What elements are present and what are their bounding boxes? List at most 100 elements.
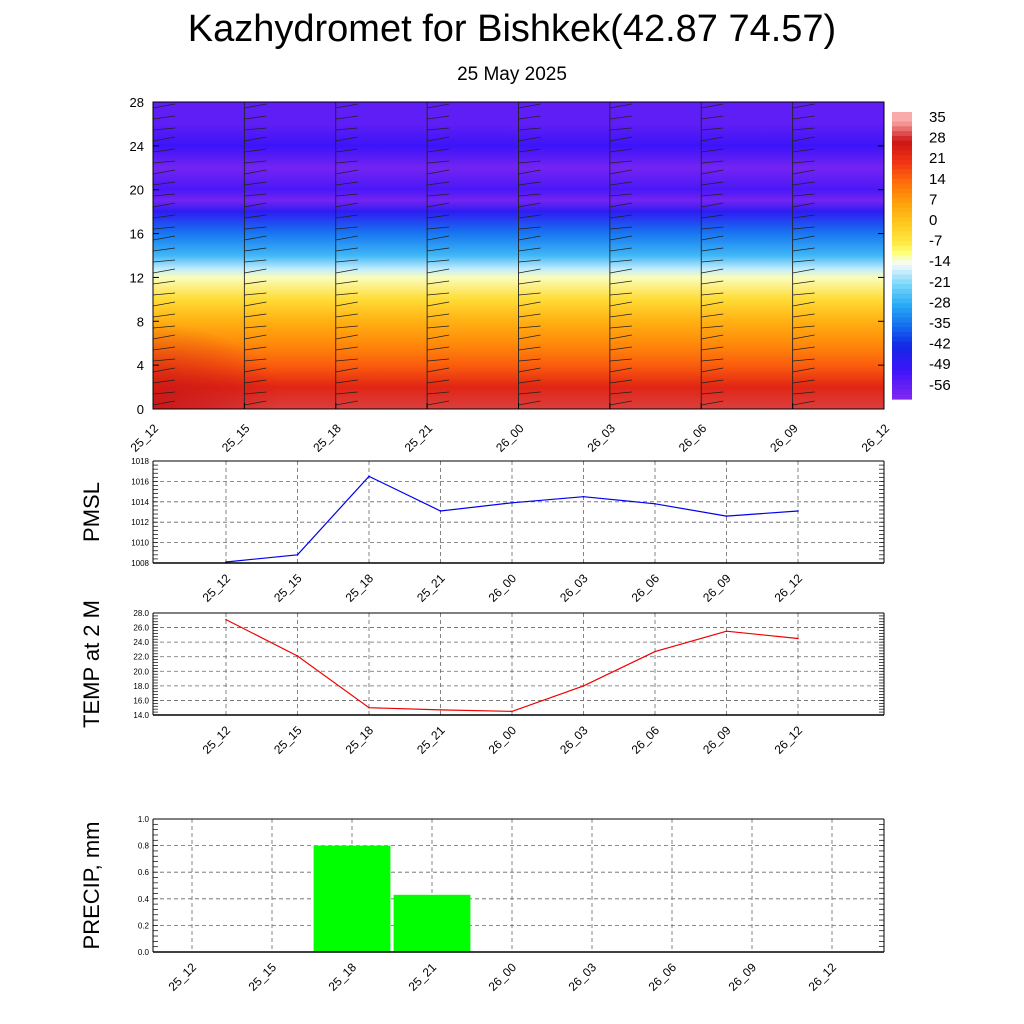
barb-flag xyxy=(153,169,176,175)
data-point xyxy=(511,710,513,713)
x-tick-label: 25_21 xyxy=(414,571,448,605)
colorbar-label: 0 xyxy=(929,212,937,229)
barb-flag xyxy=(701,148,724,153)
data-point xyxy=(439,510,442,512)
barb-flag xyxy=(701,181,724,186)
barb-flag xyxy=(153,268,176,274)
barb-flag xyxy=(153,235,176,241)
barb-flag xyxy=(792,400,815,406)
colorbar-swatch xyxy=(892,245,912,252)
barb-flag xyxy=(427,235,450,241)
barb-flag xyxy=(609,325,632,329)
barb-flag xyxy=(792,292,815,296)
barb-flag xyxy=(335,202,358,208)
x-tick-label: 26_00 xyxy=(486,960,520,994)
barb-flag xyxy=(792,301,815,307)
colorbar-swatch xyxy=(892,112,912,118)
x-tick-label: 26_09 xyxy=(700,571,734,605)
barb-flag xyxy=(244,103,267,109)
barb-flag xyxy=(244,313,267,318)
x-tick-label: 26_00 xyxy=(486,571,520,605)
barb-flag xyxy=(335,103,358,109)
x-tick-label: 25_12 xyxy=(200,723,234,757)
barb-flag xyxy=(335,268,358,274)
barb-flag xyxy=(518,391,541,395)
barb-flag xyxy=(701,292,724,296)
barb-flag xyxy=(609,160,632,164)
barb-flag xyxy=(518,169,541,175)
y-tick-label: 16.0 xyxy=(133,696,149,705)
y-tick-label: 1.0 xyxy=(138,815,150,824)
colorbar-swatch xyxy=(892,375,912,381)
barb-flag xyxy=(244,202,267,208)
barb-flag xyxy=(518,346,541,351)
barb-flag xyxy=(427,400,450,406)
y-tick-label: 24 xyxy=(130,139,144,154)
colorbar-swatch xyxy=(892,250,912,257)
x-tick-label: 25_12 xyxy=(128,421,162,455)
barb-flag xyxy=(792,313,815,318)
x-tick-label: 25_15 xyxy=(219,421,253,455)
barb-flag xyxy=(335,292,358,296)
y-tick-label: 20.0 xyxy=(133,667,149,676)
colorbar-swatch xyxy=(892,193,912,199)
x-tick-label: 26_12 xyxy=(772,571,806,605)
barb-flag xyxy=(518,259,541,263)
barb-flag xyxy=(244,346,267,351)
colorbar-swatch xyxy=(892,217,912,223)
barb-flag xyxy=(153,325,176,329)
colorbar-swatch xyxy=(892,202,912,209)
y-tick-label: 28 xyxy=(130,95,144,110)
barb-flag xyxy=(792,379,815,384)
colorbar-swatch xyxy=(892,274,912,281)
y-axis-label: PMSL xyxy=(79,482,104,542)
barb-flag xyxy=(518,358,541,362)
x-tick-label: 26_12 xyxy=(859,421,893,455)
barb-flag xyxy=(609,391,632,395)
data-point xyxy=(225,618,227,621)
barb-flag xyxy=(518,334,541,340)
barb-flag xyxy=(335,379,358,384)
barb-flag xyxy=(153,280,176,285)
colorbar-swatch xyxy=(892,183,912,190)
colorbar-swatch xyxy=(892,198,912,204)
barb-flag xyxy=(335,181,358,186)
barb-flag xyxy=(701,280,724,285)
colorbar-label: -7 xyxy=(929,233,942,250)
barb-flag xyxy=(609,268,632,274)
barb-flag xyxy=(792,127,815,131)
colorbar-swatch xyxy=(892,145,912,151)
colorbar-label: -28 xyxy=(929,294,951,311)
y-tick-label: 24.0 xyxy=(133,638,149,647)
barb-flag xyxy=(335,280,358,285)
barb-flag xyxy=(153,160,176,164)
colorbar-swatch xyxy=(892,159,912,166)
barb-flag xyxy=(701,313,724,318)
data-point xyxy=(296,655,299,657)
barb-flag xyxy=(153,292,176,296)
x-tick-label: 25_18 xyxy=(310,421,344,455)
barb-flag xyxy=(244,193,267,197)
y-tick-label: 0.6 xyxy=(138,868,150,877)
data-point xyxy=(368,706,370,709)
barb-flag xyxy=(518,313,541,318)
y-tick-label: 1012 xyxy=(131,518,149,527)
barb-flag xyxy=(244,160,267,164)
colorbar-swatch xyxy=(892,126,912,132)
colorbar-swatch xyxy=(892,265,912,271)
barb-flag xyxy=(792,235,815,241)
barb-flag xyxy=(518,136,541,142)
colorbar-swatch xyxy=(892,336,912,343)
barb-flag xyxy=(518,148,541,153)
barb-flag xyxy=(427,214,450,219)
colorbar-swatch xyxy=(892,312,912,319)
x-tick-label: 26_03 xyxy=(557,571,591,605)
barb-flag xyxy=(609,127,632,131)
barb-flag xyxy=(335,301,358,307)
barb-flag xyxy=(335,136,358,142)
barb-flag xyxy=(153,247,176,252)
barb-flag xyxy=(609,367,632,373)
barb-flag xyxy=(701,325,724,329)
barb-flag xyxy=(792,259,815,263)
barb-flag xyxy=(427,325,450,329)
